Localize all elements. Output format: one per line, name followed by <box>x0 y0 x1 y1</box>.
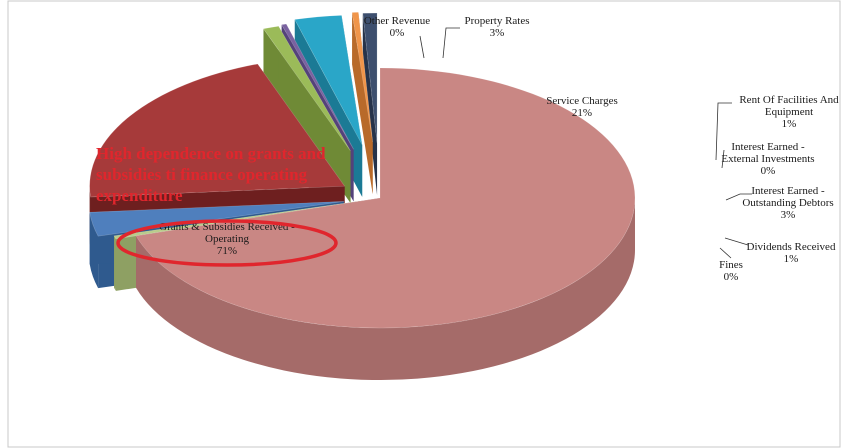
slice-label-percent: 0% <box>724 271 739 283</box>
slice-label-name: Interest Earned - <box>731 141 805 153</box>
slice-label-percent: 21% <box>572 107 592 119</box>
slice-label-name: Interest Earned - <box>751 185 825 197</box>
slice-top <box>262 25 351 152</box>
slice-outer-side <box>89 212 99 289</box>
leader-line-fines <box>719 247 732 259</box>
leader-line-dividends-received <box>724 237 749 246</box>
slice-label-name-cont: Operating <box>205 233 249 245</box>
slice-label-name-cont: Outstanding Debtors <box>742 197 833 209</box>
slice-label-name: Other Revenue <box>364 15 430 27</box>
slice-label-percent: 1% <box>784 253 799 265</box>
leader-line-interest-earned-outstanding-debtors <box>725 193 752 201</box>
label-leader-lines <box>419 27 752 259</box>
slice-wall-start <box>362 13 378 196</box>
slice-label-percent: 3% <box>781 209 796 221</box>
slice-label-name: Grants & Subsidies Received - <box>159 221 295 233</box>
slice-dividends-received <box>351 11 373 195</box>
slice-label-name: Dividends Received <box>747 241 836 253</box>
slice-label-percent: 71% <box>217 245 237 257</box>
slice-label-percent: 1% <box>782 118 797 130</box>
slice-label-percent: 0% <box>390 27 405 39</box>
slice-wall-start <box>352 12 373 195</box>
leader-line-rent-of-facilities-and-equipment <box>715 102 732 161</box>
chart-border <box>7 0 841 448</box>
leader-line-interest-earned-external-investments <box>721 149 725 169</box>
slice-label-name: Rent Of Facilities And <box>739 94 839 106</box>
leader-line-other-revenue <box>419 35 425 59</box>
slice-label-name: Property Rates <box>464 15 529 27</box>
annotation-line-3: expenditure <box>96 186 183 205</box>
slice-outer-side <box>136 198 635 381</box>
slice-rent-of-facilities-and-equipment <box>262 25 351 203</box>
slice-labels: Grants & Subsidies Received -Operating71… <box>159 15 839 283</box>
slice-label-name: Service Charges <box>546 95 618 107</box>
highlight-ellipse <box>116 219 338 267</box>
slice-label-name-cont: Equipment <box>765 106 813 118</box>
slice-top <box>89 63 346 198</box>
slice-top <box>362 12 378 144</box>
slice-label-name: Fines <box>719 259 743 271</box>
slice-fines <box>362 12 378 196</box>
slice-label-name-cont: External Investments <box>721 153 814 165</box>
slice-label-percent: 0% <box>761 165 776 177</box>
slice-top <box>281 23 354 150</box>
annotation-line-1: High dependence on grants and <box>96 144 326 163</box>
slice-label-percent: 3% <box>490 27 505 39</box>
annotation-line-2: subsidies ti finance operating <box>96 165 308 184</box>
slice-outer-side <box>114 235 116 291</box>
leader-line-property-rates <box>442 27 460 59</box>
slice-top <box>351 11 373 143</box>
slice-top <box>294 15 363 146</box>
label-grants-subsidies-received-operating: Grants & Subsidies Received -Operating71… <box>159 221 295 257</box>
